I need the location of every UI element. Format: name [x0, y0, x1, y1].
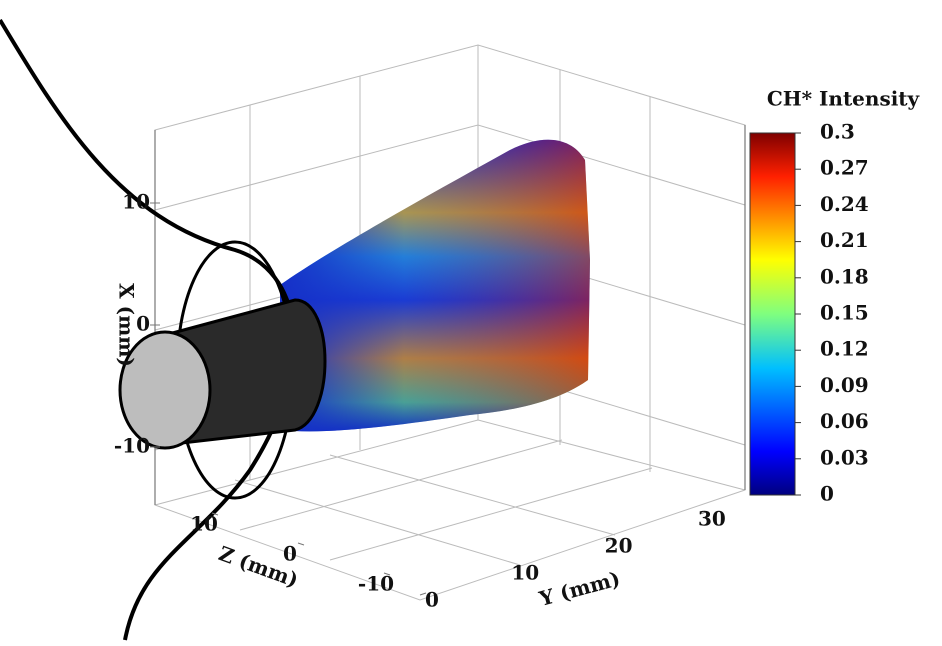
colorbar-tick-label: 0.09	[820, 373, 869, 397]
x-tick-label: -10	[114, 434, 150, 458]
colorbar-tick-label: 0.27	[820, 156, 869, 180]
z-tick-label: 10	[190, 512, 218, 536]
z-tick-label: 0	[283, 542, 297, 566]
colorbar-title: CH* Intensity	[767, 87, 921, 111]
flame	[280, 139, 590, 432]
colorbar-tick-label: 0.12	[820, 337, 869, 361]
y-tick-label: 10	[511, 561, 539, 585]
z-tick	[211, 512, 219, 516]
y-axis-label: Y (mm)	[536, 566, 623, 611]
colorbar-tick-label: 0.21	[820, 228, 869, 252]
x-tick-label: 0	[136, 312, 150, 336]
z-tick	[383, 572, 391, 576]
z-tick	[297, 542, 305, 546]
x-axis-label: X (mm)	[115, 283, 139, 367]
y-tick-label: 20	[605, 534, 633, 558]
colorbar-tick-label: 0.18	[820, 264, 869, 288]
nozzle	[0, 18, 327, 641]
y-tick-label: 0	[425, 588, 439, 612]
colorbar-tick-label: 0.15	[820, 301, 869, 325]
colorbar-tick-label: 0.3	[820, 120, 855, 144]
y-tick	[419, 592, 427, 596]
colorbar-tick-label: 0	[820, 482, 834, 506]
y-tick	[699, 511, 707, 515]
y-tick	[606, 538, 613, 542]
x-tick-label: 10	[122, 190, 150, 214]
y-tick-label: 30	[698, 507, 726, 531]
z-tick-label: -10	[358, 572, 394, 596]
colorbar-tick-label: 0.24	[820, 192, 869, 216]
y-tick	[513, 565, 520, 569]
colorbar	[749, 132, 796, 496]
colorbar-tick-label: 0.06	[820, 409, 869, 433]
colorbar-tick-label: 0.03	[820, 445, 869, 469]
